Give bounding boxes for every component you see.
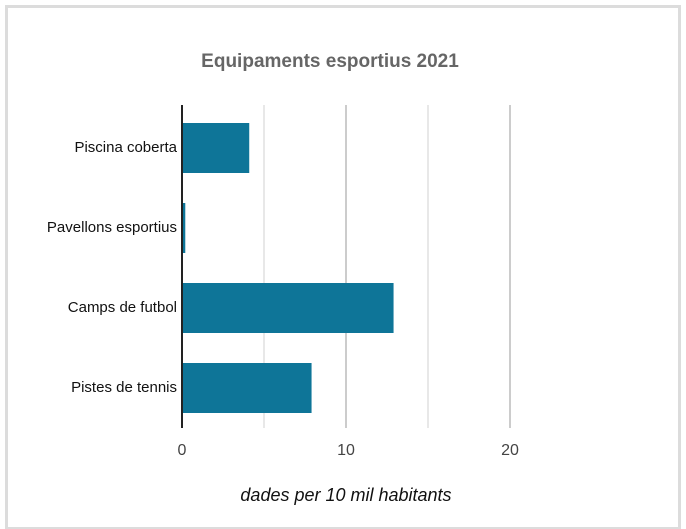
y-tick-label: Piscina coberta [74,139,177,156]
bar [182,123,250,173]
bar [182,363,312,413]
x-tick-label: 0 [178,442,187,459]
x-tick-label: 10 [337,442,355,459]
y-tick-label: Pavellons esportius [47,219,177,236]
y-tick-label: Camps de futbol [68,299,177,316]
bar [182,203,186,253]
x-axis-label: dades per 10 mil habitants [240,485,451,505]
chart-title: Equipaments esportius 2021 [201,51,459,72]
frame [5,5,681,529]
x-tick-label: 20 [501,442,519,459]
bar [182,283,394,333]
y-tick-label: Pistes de tennis [71,379,177,396]
